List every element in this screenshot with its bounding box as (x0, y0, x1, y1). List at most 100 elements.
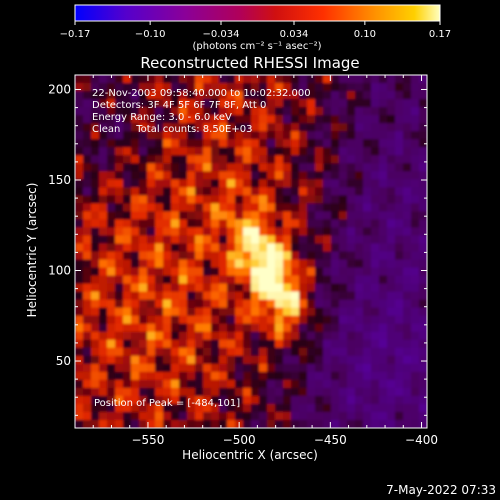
heatmap-cell (251, 187, 260, 196)
heatmap-cell (355, 83, 364, 92)
heatmap-cell (99, 179, 108, 188)
heatmap-cell (307, 179, 316, 188)
annotation-energy-range: Energy Range: 3.0 - 6.0 keV (92, 112, 232, 123)
heatmap-cell (331, 299, 340, 309)
heatmap-cell (275, 75, 284, 84)
heatmap-cell (395, 251, 404, 261)
heatmap-cell (195, 299, 204, 309)
heatmap-cell (187, 411, 196, 421)
heatmap-cell (171, 187, 180, 196)
heatmap-cell (259, 283, 268, 293)
heatmap-cell (195, 259, 204, 269)
heatmap-cell (139, 419, 148, 428)
heatmap-cell (379, 115, 388, 124)
heatmap-cell (355, 203, 364, 212)
heatmap-cell (379, 235, 388, 245)
heatmap-cell (395, 291, 404, 301)
heatmap-cell (147, 291, 156, 301)
heatmap-cell (331, 315, 340, 325)
heatmap-cell (339, 371, 348, 381)
heatmap-cell (171, 355, 180, 365)
heatmap-cell (187, 307, 196, 317)
heatmap-cell (291, 315, 300, 325)
heatmap-cell (275, 243, 284, 253)
heatmap-cell (187, 315, 196, 325)
heatmap-cell (83, 107, 92, 116)
heatmap-cell (267, 283, 276, 293)
heatmap-cell (115, 171, 124, 180)
heatmap-cell (387, 371, 396, 381)
heatmap-cell (251, 363, 260, 373)
heatmap-cell (91, 211, 100, 221)
heatmap-cell (315, 163, 324, 172)
heatmap-cell (339, 395, 348, 405)
heatmap-cell (107, 147, 116, 156)
heatmap-cell (147, 283, 156, 293)
heatmap-cell (219, 251, 228, 261)
heatmap-cell (163, 211, 172, 221)
heatmap-cell (219, 163, 228, 172)
heatmap-cell (395, 107, 404, 116)
heatmap-cell (371, 123, 380, 132)
heatmap-cell (187, 363, 196, 373)
heatmap-cell (131, 243, 140, 253)
heatmap-cell (139, 219, 148, 229)
heatmap-cell (75, 187, 84, 196)
heatmap-cell (243, 75, 252, 84)
heatmap-cell (107, 251, 116, 261)
heatmap-cell (387, 163, 396, 172)
heatmap-cell (187, 395, 196, 405)
heatmap-cell (171, 387, 180, 397)
heatmap-cell (283, 243, 292, 253)
heatmap-cell (299, 379, 308, 389)
heatmap-cell (115, 203, 124, 212)
heatmap-cell (91, 403, 100, 413)
heatmap-cell (251, 155, 260, 164)
heatmap-cell (227, 187, 236, 196)
heatmap-cell (219, 91, 228, 100)
heatmap-cell (347, 355, 356, 365)
heatmap-cell (227, 363, 236, 373)
heatmap-cell (315, 419, 324, 428)
heatmap-cell (139, 387, 148, 397)
heatmap-cell (267, 75, 276, 84)
heatmap-cell (83, 147, 92, 156)
heatmap-cell (123, 211, 132, 221)
heatmap-cell (99, 395, 108, 405)
heatmap-cell (267, 291, 276, 301)
heatmap-cell (347, 251, 356, 261)
heatmap-cell (315, 283, 324, 293)
heatmap-cell (83, 91, 92, 100)
heatmap-cell (299, 179, 308, 188)
heatmap-cell (379, 195, 388, 204)
heatmap-cell (315, 123, 324, 132)
heatmap-cell (163, 323, 172, 333)
annotation-detectors: Detectors: 3F 4F 5F 6F 7F 8F, Att 0 (92, 100, 266, 111)
heatmap-cell (411, 139, 420, 148)
heatmap-cell (339, 123, 348, 132)
heatmap-cell (363, 115, 372, 124)
heatmap-cell (283, 195, 292, 204)
heatmap-cell (75, 419, 84, 428)
heatmap-cell (403, 227, 412, 237)
heatmap-cell (315, 299, 324, 309)
heatmap-cell (419, 155, 427, 164)
heatmap-cell (259, 187, 268, 196)
heatmap-cell (251, 235, 260, 245)
heatmap-cell (371, 411, 380, 421)
heatmap-cell (131, 139, 140, 148)
heatmap-cell (259, 115, 268, 124)
heatmap-cell (291, 299, 300, 309)
heatmap-cell (179, 411, 188, 421)
heatmap-cell (75, 91, 84, 100)
heatmap-cell (75, 107, 84, 116)
heatmap-cell (419, 243, 427, 253)
heatmap-cell (123, 251, 132, 261)
heatmap-cell (115, 243, 124, 253)
heatmap-cell (291, 243, 300, 253)
heatmap-cell (299, 323, 308, 333)
heatmap-cell (267, 147, 276, 156)
heatmap-cell (99, 379, 108, 389)
heatmap-cell (211, 203, 220, 212)
heatmap-cell (299, 83, 308, 92)
